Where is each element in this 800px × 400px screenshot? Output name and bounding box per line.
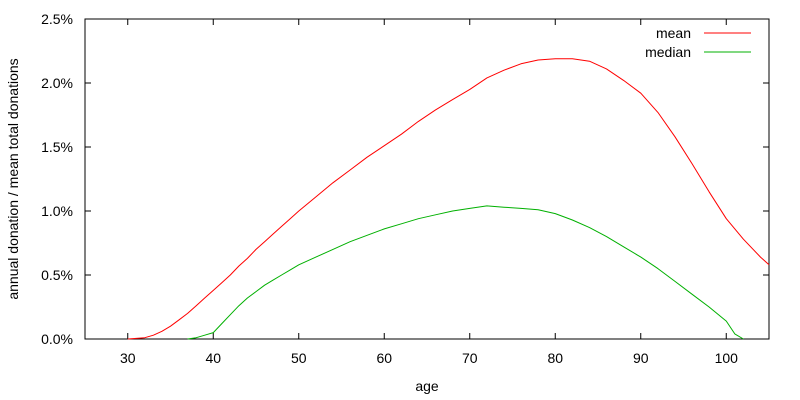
y-tick-label: 1.0% [41, 203, 73, 219]
y-tick-label: 2.5% [41, 11, 73, 27]
x-tick-label: 50 [291, 350, 307, 366]
y-tick-label: 1.5% [41, 139, 73, 155]
x-tick-label: 60 [376, 350, 392, 366]
series-line-median [187, 205, 744, 340]
x-axis-title: age [415, 378, 439, 394]
legend-label-mean: mean [656, 25, 691, 41]
x-tick-label: 100 [715, 350, 739, 366]
x-tick-label: 90 [633, 350, 649, 366]
plot-border [84, 18, 770, 340]
x-tick-label: 30 [120, 350, 136, 366]
y-axis-title: annual donation / mean total donations [5, 58, 21, 299]
y-tick-label: 0.5% [41, 267, 73, 283]
legend-label-median: median [645, 44, 691, 60]
y-tick-label: 2.0% [41, 75, 73, 91]
x-tick-label: 80 [547, 350, 563, 366]
series-line-mean [127, 58, 770, 340]
y-tick-label: 0.0% [41, 331, 73, 347]
x-tick-label: 70 [462, 350, 478, 366]
x-tick-label: 40 [205, 350, 221, 366]
